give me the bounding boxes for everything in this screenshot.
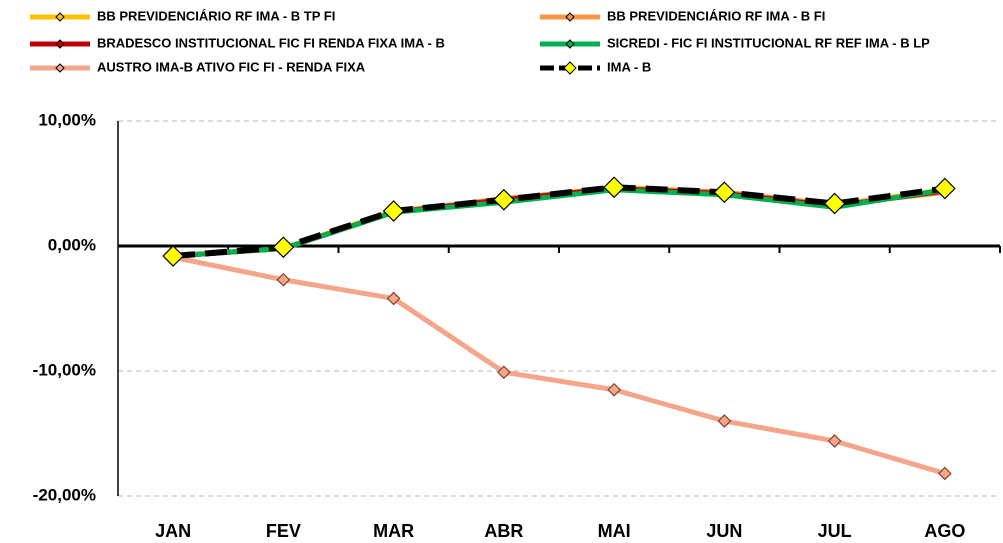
- data-point: [382, 200, 405, 222]
- x-tick-label: JUL: [818, 521, 852, 541]
- legend-marker: [55, 63, 65, 73]
- data-point: [497, 365, 511, 380]
- y-tick-label: -10,00%: [33, 360, 96, 379]
- legend-label: BRADESCO INSTITUCIONAL FIC FI RENDA FIXA…: [97, 35, 445, 50]
- x-tick-label: ABR: [484, 521, 523, 541]
- legend-marker: [563, 61, 577, 75]
- x-tick-label: JAN: [155, 521, 191, 541]
- x-tick-label: MAR: [373, 521, 414, 541]
- data-point: [276, 272, 291, 287]
- x-tick-label: FEV: [266, 521, 301, 541]
- y-tick-label: 0,00%: [48, 235, 96, 254]
- legend-marker: [565, 39, 575, 49]
- legend-label: BB PREVIDENCIÁRIO RF IMA - B TP FI: [97, 8, 335, 23]
- data-point: [272, 236, 295, 259]
- data-point: [386, 291, 401, 306]
- x-tick-label: MAI: [598, 521, 631, 541]
- data-point: [607, 382, 621, 397]
- data-point: [717, 414, 732, 428]
- data-point: [827, 434, 842, 448]
- data-point: [823, 192, 846, 215]
- data-point: [934, 177, 956, 200]
- data-point: [713, 181, 736, 204]
- data-point: [493, 188, 515, 211]
- legend-label: SICREDI - FIC FI INSTITUCIONAL RF REF IM…: [607, 35, 930, 50]
- legend-marker: [565, 12, 575, 22]
- legend-label: AUSTRO IMA-B ATIVO FIC FI - RENDA FIXA: [97, 59, 366, 74]
- data-point: [162, 245, 184, 267]
- legend-label: BB PREVIDENCIÁRIO RF IMA - B FI: [607, 8, 825, 23]
- data-point: [603, 176, 625, 199]
- series-line: [172, 184, 946, 259]
- legend-label: IMA - B: [607, 59, 651, 74]
- series-line: [172, 254, 946, 476]
- y-tick-label: 10,00%: [38, 110, 96, 129]
- legend-marker: [55, 12, 65, 22]
- x-tick-label: AGO: [924, 521, 965, 541]
- legend-marker: [55, 39, 65, 49]
- y-tick-label: -20,00%: [33, 485, 96, 504]
- data-point: [938, 466, 952, 481]
- x-tick-label: JUN: [706, 521, 742, 541]
